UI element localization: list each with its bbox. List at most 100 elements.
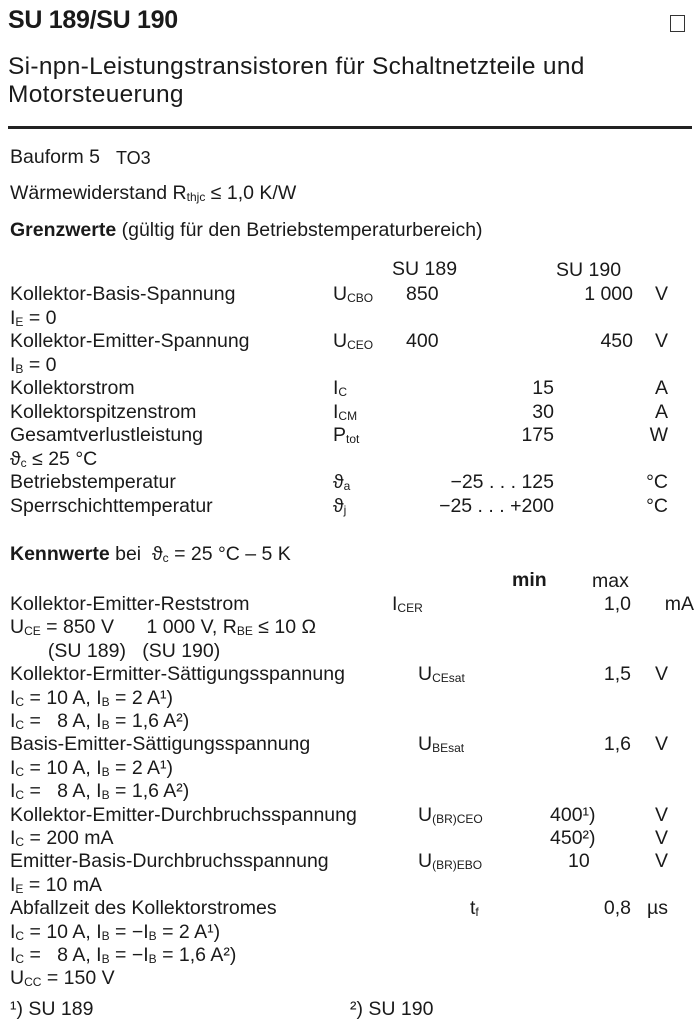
unit: mA — [664, 593, 694, 615]
text-segment: B — [101, 694, 110, 709]
text-segment: Kollektor-Ermitter-Sättigungsspannung — [10, 663, 345, 686]
text-segment: Kollektorspitzenstrom — [10, 400, 197, 423]
text-segment: B — [101, 952, 110, 966]
parameter-symbol: ICER — [392, 594, 423, 615]
value-common: 30 — [532, 400, 554, 423]
column-header-max: max — [592, 570, 629, 592]
parameter-label: ϑc ≤ 25 °C — [10, 447, 97, 470]
value-common: 15 — [532, 377, 554, 399]
parameter-label: Abfallzeit des Kollektorstromes — [10, 898, 277, 919]
text-segment: U — [418, 733, 433, 756]
text-segment: = 8 A, I — [24, 944, 102, 966]
parameter-symbol: ICM — [333, 400, 358, 423]
text-segment: f — [475, 905, 479, 920]
text-segment: Kollektorstrom — [10, 377, 135, 399]
parameter-symbol: UCEO — [333, 331, 374, 352]
text-segment: = 1,6 A²) — [109, 780, 190, 803]
value-su189: 850 — [406, 283, 439, 305]
value-su189: 400 — [406, 330, 439, 352]
text-segment: Emitter-Basis-Durchbruchsspannung — [10, 850, 329, 873]
text-segment: B — [101, 764, 110, 779]
text-segment: U — [10, 967, 25, 990]
parameter-symbol: UCEsat — [418, 664, 465, 686]
text-segment: Betriebstemperatur — [10, 471, 176, 493]
text-segment: thjc — [186, 190, 206, 204]
text-segment: = 1,6 A²) — [109, 710, 190, 732]
value-common: −25 . . . 125 — [450, 471, 554, 493]
parameter-label: IC = 8 A, IB = 1,6 A²) — [10, 710, 190, 732]
text-segment: (BR)CEO — [432, 811, 483, 826]
column-header-su189: SU 189 — [392, 258, 458, 280]
text-segment: Gesamtverlustleistung — [10, 424, 203, 446]
parameter-label: Betriebstemperatur — [10, 471, 176, 493]
text-segment: C — [15, 788, 25, 803]
parameter-symbol: tf — [470, 897, 479, 920]
value-max: 1,5 — [603, 663, 631, 686]
text-segment: (SU 189) (SU 190) — [10, 639, 221, 662]
parameter-label: Basis-Emitter-Sättigungsspannung — [10, 735, 310, 755]
text-segment: ϑ — [333, 494, 344, 517]
limits-heading-rest: (gültig für den Betriebstemperaturbereic… — [116, 219, 483, 241]
parameter-label: Kollektor-Emitter-Reststrom — [10, 593, 250, 615]
parameter-symbol: UBEsat — [418, 735, 464, 755]
checkbox-square — [670, 15, 685, 32]
subtitle-line-2: Motorsteuerung — [8, 81, 184, 108]
value-common: −25 . . . +200 — [439, 494, 554, 517]
text-segment: t — [470, 897, 476, 920]
text-segment: = 25 °C – 5 K — [168, 543, 291, 565]
parameter-label: IE = 0 — [10, 308, 57, 329]
footnote-2: ²) SU 190 — [350, 998, 434, 1020]
text-segment: BEsat — [432, 741, 465, 756]
text-segment: P — [333, 424, 347, 446]
text-segment: Kollektor-Emitter-Reststrom — [10, 593, 250, 615]
text-segment: C — [15, 952, 25, 966]
text-segment: = −I — [109, 944, 149, 966]
text-segment: C — [15, 928, 25, 943]
text-segment: Basis-Emitter-Sättigungsspannung — [10, 733, 311, 756]
text-segment: I — [10, 710, 16, 732]
text-segment: CEO — [347, 338, 374, 352]
text-segment: = 1,6 A²) — [156, 944, 237, 966]
parameter-label: Gesamtverlustleistung — [10, 424, 203, 446]
text-segment: B — [101, 928, 110, 943]
text-segment: B — [15, 361, 24, 376]
text-segment: = 10 A, I — [24, 756, 102, 779]
text-segment: CER — [397, 601, 423, 615]
text-segment: ϑ — [10, 447, 21, 470]
text-segment: I — [10, 920, 16, 943]
text-segment: C — [15, 835, 25, 849]
parameter-symbol: Ptot — [333, 424, 359, 446]
parameter-symbol: IC — [333, 377, 348, 399]
value-min: 400¹) — [550, 803, 596, 826]
text-segment: Sperrschichttemperatur — [10, 494, 213, 517]
text-segment: I — [333, 400, 339, 423]
page-title: SU 189/SU 190 — [8, 6, 178, 34]
text-segment: a — [343, 479, 351, 493]
unit: A — [654, 400, 668, 423]
text-segment: C — [338, 385, 348, 399]
parameter-symbol: ϑa — [333, 472, 351, 493]
text-segment: C — [15, 694, 25, 709]
unit: V — [654, 330, 668, 352]
parameter-symbol: U(BR)EBO — [418, 852, 482, 872]
text-segment: = 8 A, I — [24, 780, 102, 803]
text-segment: I — [10, 827, 16, 849]
unit: V — [654, 827, 668, 849]
value-su190: 1 000 — [584, 283, 633, 305]
text-segment: CEsat — [432, 671, 465, 686]
text-segment: CM — [338, 408, 358, 423]
parameter-label: IC = 200 mA — [10, 827, 114, 849]
text-segment: C — [15, 764, 25, 779]
parameter-label: UCC = 150 V — [10, 969, 115, 989]
parameter-label: Kollektor-Emitter-Spannung — [10, 331, 250, 352]
text-segment: U — [333, 283, 348, 305]
value-common: 175 — [521, 424, 554, 446]
text-segment: B — [101, 788, 110, 803]
text-segment: = 150 V — [41, 967, 115, 990]
text-segment: U — [418, 803, 433, 826]
text-segment: I — [333, 377, 339, 399]
text-segment: I — [10, 780, 16, 803]
text-segment: = 8 A, I — [24, 710, 102, 732]
text-segment: I — [10, 686, 16, 709]
value-max: 0,8 — [603, 897, 631, 920]
